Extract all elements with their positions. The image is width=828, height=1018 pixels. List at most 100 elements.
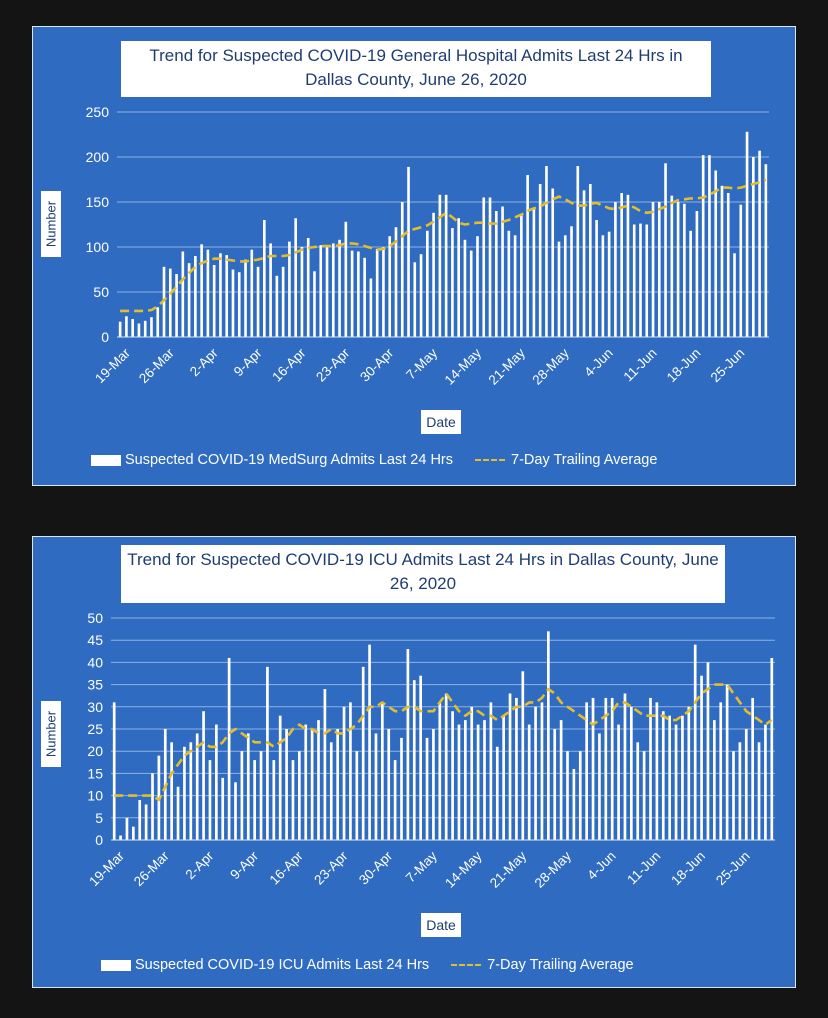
bar — [119, 835, 122, 840]
bar — [557, 241, 561, 337]
bar — [419, 254, 423, 337]
bar — [483, 720, 486, 840]
y-tick-label: 50 — [87, 610, 103, 626]
bar — [323, 689, 327, 840]
bar — [438, 194, 442, 337]
bar — [538, 184, 542, 337]
bar — [306, 238, 310, 337]
x-tick-label: 25-Jun — [713, 848, 753, 888]
bar — [693, 644, 697, 840]
x-tick-label: 18-Jun — [664, 345, 704, 385]
bar — [738, 742, 742, 840]
bar — [476, 236, 479, 337]
bar — [168, 268, 172, 337]
y-tick-label: 30 — [87, 699, 103, 715]
bar — [701, 155, 705, 337]
bar — [375, 248, 379, 337]
bar — [585, 702, 588, 840]
y-tick-label: 150 — [86, 194, 110, 210]
bar — [112, 702, 116, 840]
bar — [208, 760, 212, 840]
bar — [751, 697, 754, 840]
bar — [215, 724, 218, 840]
bar — [469, 250, 473, 337]
bar — [381, 702, 384, 840]
bar — [725, 684, 729, 840]
bar — [495, 746, 499, 840]
bar — [137, 323, 141, 337]
bar — [464, 720, 467, 840]
bar — [614, 202, 617, 337]
bar — [706, 662, 710, 840]
x-tick-label: 16-Apr — [269, 345, 309, 385]
bar — [237, 272, 241, 337]
bar — [534, 706, 537, 840]
bar — [291, 760, 295, 840]
bar — [444, 693, 448, 840]
bar — [451, 711, 454, 840]
legend-bar-swatch — [91, 454, 121, 466]
bar — [250, 249, 254, 337]
bar — [664, 163, 667, 337]
bar — [212, 265, 216, 337]
bar — [645, 224, 649, 337]
bar — [388, 236, 392, 337]
bar — [657, 202, 661, 337]
bar — [132, 826, 135, 840]
bar — [507, 230, 511, 337]
bar — [620, 193, 623, 337]
bar — [355, 751, 359, 840]
bar — [272, 760, 276, 840]
bar — [125, 316, 128, 337]
bar — [195, 733, 199, 840]
bar — [175, 274, 178, 337]
bar — [582, 190, 586, 337]
bar — [655, 702, 659, 840]
bar — [313, 271, 316, 337]
bar — [253, 760, 256, 840]
bar — [444, 194, 448, 337]
x-tick-label: 2-Apr — [187, 345, 221, 379]
bar — [363, 257, 366, 337]
bar — [515, 697, 518, 840]
x-tick-label: 21-May — [486, 345, 529, 388]
bar — [494, 211, 498, 337]
x-tick-label: 11-Jun — [621, 345, 660, 384]
bar — [206, 249, 210, 337]
bar — [726, 193, 730, 337]
bar — [649, 697, 652, 840]
bar — [400, 202, 404, 337]
y-tick-label: 10 — [87, 788, 103, 804]
general-hospital-chart-panel: 0 50 100 150 200 250 19-Mar 26-Mar 2-Apr 9-Apr 16-… — [32, 26, 796, 486]
bar — [758, 150, 761, 337]
bar — [617, 724, 620, 840]
bar — [338, 239, 341, 337]
bar — [344, 221, 348, 337]
bar — [451, 228, 454, 337]
x-tick-label: 16-Apr — [267, 848, 307, 888]
y-tick-label: 200 — [86, 149, 110, 165]
bar — [426, 230, 429, 337]
average-line — [114, 683, 773, 802]
x-tick-label: 23-Apr — [313, 345, 353, 385]
bar — [601, 235, 605, 337]
y-tick-label: 35 — [87, 677, 103, 693]
x-tick-label: 4-Jun — [584, 848, 618, 882]
bar — [438, 702, 442, 840]
x-tick-label: 21-May — [487, 848, 530, 891]
bar — [591, 697, 595, 840]
bar — [131, 319, 134, 337]
bar — [764, 164, 768, 337]
bar — [317, 720, 320, 840]
x-tick-label: 7-May — [403, 345, 440, 382]
bar — [700, 675, 703, 840]
legend-bar-swatch — [101, 959, 131, 971]
bar — [604, 697, 608, 840]
bar — [744, 729, 748, 840]
bar — [144, 804, 148, 840]
bar — [630, 706, 633, 840]
x-tick-label: 19-Mar — [92, 345, 133, 386]
bar — [745, 131, 749, 337]
bar — [187, 263, 191, 337]
x-tick-label: 14-May — [442, 848, 485, 891]
